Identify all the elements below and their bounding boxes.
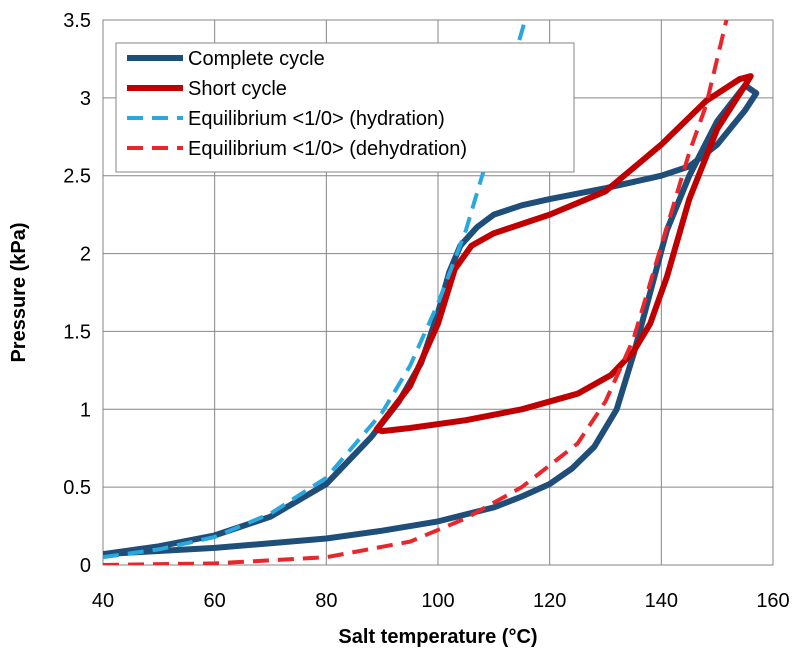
- y-tick-label: 0.5: [63, 477, 91, 499]
- x-axis-title: Salt temperature (°C): [338, 626, 537, 648]
- y-tick-label: 0: [80, 555, 91, 577]
- series-line-4: [103, 20, 729, 565]
- legend-box: [115, 42, 575, 173]
- plot-area-border: [102, 19, 774, 566]
- x-tick-label: 120: [533, 590, 566, 612]
- x-tick-label: 160: [756, 590, 789, 612]
- legend-label-3: Equilibrium <1/0> (hydration): [188, 108, 445, 130]
- x-tick-label: 60: [204, 590, 226, 612]
- series-line-2: [373, 73, 754, 435]
- x-tick-label: 100: [421, 590, 454, 612]
- x-tick-label: 80: [315, 590, 337, 612]
- y-tick-label: 2: [80, 244, 91, 266]
- y-axis-title: Pressure (kPa): [8, 222, 30, 362]
- legend-items: Complete cycle Short cycle Equilibrium <1/…: [127, 48, 467, 160]
- y-tick-label: 1.5: [63, 321, 91, 343]
- x-tick-label: 140: [645, 590, 678, 612]
- legend-label-4: Equilibrium <1/0> (dehydration): [188, 138, 467, 160]
- y-tick-label: 2.5: [63, 166, 91, 188]
- y-tick-label: 3: [80, 88, 91, 110]
- series-group: [103, 20, 760, 565]
- x-tick-label: 40: [92, 590, 114, 612]
- y-tick-label: 1: [80, 399, 91, 421]
- x-axis-tick-labels: 40 60 80 100 120 140 160: [92, 590, 790, 612]
- legend-label-2: Short cycle: [188, 78, 287, 100]
- legend-label-1: Complete cycle: [188, 48, 325, 70]
- y-axis-tick-labels: 0 0.5 1 1.5 2 2.5 3 3.5: [63, 10, 91, 577]
- legend: Complete cycle Short cycle Equilibrium <1/…: [115, 42, 575, 173]
- y-tick-label: 3.5: [63, 10, 91, 32]
